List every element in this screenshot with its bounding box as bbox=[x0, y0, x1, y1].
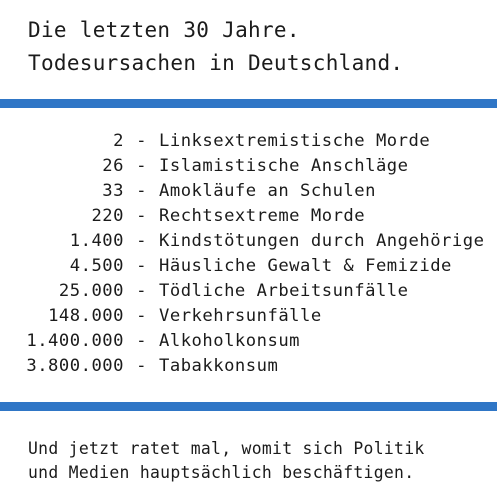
cause-label: Islamistische Anschläge bbox=[159, 156, 409, 176]
cause-label: Kindstötungen durch Angehörige bbox=[159, 231, 485, 251]
death-count: 2 bbox=[113, 131, 124, 151]
separator-dash: - bbox=[136, 206, 147, 226]
separator-dash: - bbox=[136, 281, 147, 301]
death-count: 3.800.000 bbox=[26, 356, 124, 376]
bottom-divider-bar bbox=[0, 402, 497, 411]
header-title: Die letzten 30 Jahre. Todesursachen in D… bbox=[28, 14, 403, 80]
death-count: 33 bbox=[102, 181, 124, 201]
footer-text: Und jetzt ratet mal, womit sich Politik … bbox=[28, 437, 425, 485]
separator-dash: - bbox=[136, 356, 147, 376]
death-count: 26 bbox=[102, 156, 124, 176]
death-count: 4.500 bbox=[69, 256, 124, 276]
death-count: 220 bbox=[91, 206, 124, 226]
separator-dash: - bbox=[136, 131, 147, 151]
cause-label: Amokläufe an Schulen bbox=[159, 181, 376, 201]
list-item: 2 - Linksextremistische Morde bbox=[0, 131, 497, 156]
separator-dash: - bbox=[136, 331, 147, 351]
cause-label: Rechtsextreme Morde bbox=[159, 206, 366, 226]
top-divider-bar bbox=[0, 99, 497, 108]
list-item: 220 - Rechtsextreme Morde bbox=[0, 206, 497, 231]
list-item: 33 - Amokläufe an Schulen bbox=[0, 181, 497, 206]
list-item: 148.000 - Verkehrsunfälle bbox=[0, 306, 497, 331]
cause-label: Tabakkonsum bbox=[159, 356, 279, 376]
cause-label: Alkoholkonsum bbox=[159, 331, 301, 351]
death-count: 1.400 bbox=[69, 231, 124, 251]
list-item: 25.000 - Tödliche Arbeitsunfälle bbox=[0, 281, 497, 306]
separator-dash: - bbox=[136, 156, 147, 176]
list-item: 26 - Islamistische Anschläge bbox=[0, 156, 497, 181]
causes-of-death-list: 2 - Linksextremistische Morde 26 - Islam… bbox=[0, 131, 497, 381]
list-item: 3.800.000 - Tabakkonsum bbox=[0, 356, 497, 381]
header-line-2: Todesursachen in Deutschland. bbox=[28, 51, 404, 75]
separator-dash: - bbox=[136, 306, 147, 326]
list-item: 1.400.000 - Alkoholkonsum bbox=[0, 331, 497, 356]
separator-dash: - bbox=[136, 231, 147, 251]
cause-label: Verkehrsunfälle bbox=[159, 306, 322, 326]
header-line-1: Die letzten 30 Jahre. bbox=[28, 18, 300, 42]
footer-line-2: und Medien hauptsächlich beschäftigen. bbox=[28, 463, 415, 482]
separator-dash: - bbox=[136, 256, 147, 276]
list-item: 1.400 - Kindstötungen durch Angehörige bbox=[0, 231, 497, 256]
cause-label: Tödliche Arbeitsunfälle bbox=[159, 281, 409, 301]
separator-dash: - bbox=[136, 181, 147, 201]
list-item: 4.500 - Häusliche Gewalt & Femizide bbox=[0, 256, 497, 281]
death-count: 148.000 bbox=[48, 306, 124, 326]
death-count: 25.000 bbox=[58, 281, 124, 301]
death-count: 1.400.000 bbox=[26, 331, 124, 351]
cause-label: Linksextremistische Morde bbox=[159, 131, 431, 151]
cause-label: Häusliche Gewalt & Femizide bbox=[159, 256, 452, 276]
footer-line-1: Und jetzt ratet mal, womit sich Politik bbox=[28, 439, 425, 458]
